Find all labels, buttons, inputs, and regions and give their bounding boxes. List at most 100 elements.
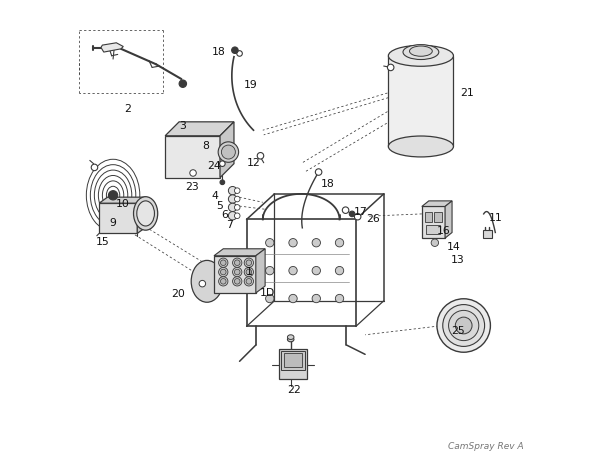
Circle shape [235, 205, 240, 210]
Circle shape [246, 260, 251, 266]
Text: 23: 23 [185, 182, 199, 192]
Text: 1: 1 [245, 267, 252, 277]
Text: 8: 8 [203, 141, 209, 152]
Bar [281, 351, 305, 370]
Circle shape [233, 277, 242, 286]
Polygon shape [422, 201, 452, 206]
Circle shape [237, 51, 242, 56]
Ellipse shape [410, 46, 432, 56]
Ellipse shape [403, 45, 439, 60]
Text: 17: 17 [353, 206, 367, 217]
Polygon shape [279, 349, 307, 379]
Polygon shape [137, 197, 146, 233]
Ellipse shape [437, 299, 490, 352]
Text: 4: 4 [212, 191, 219, 201]
Circle shape [431, 239, 439, 246]
Circle shape [335, 239, 344, 247]
Circle shape [232, 47, 238, 53]
Circle shape [289, 266, 297, 275]
Text: 3: 3 [179, 120, 186, 131]
Circle shape [312, 239, 320, 247]
Polygon shape [101, 43, 123, 52]
Circle shape [257, 153, 264, 159]
Bar [427, 225, 440, 234]
Bar [434, 212, 442, 222]
Circle shape [235, 213, 240, 219]
Text: 25: 25 [451, 326, 465, 336]
Circle shape [312, 294, 320, 303]
Text: 18: 18 [212, 47, 226, 57]
Polygon shape [220, 122, 234, 178]
Circle shape [220, 180, 224, 185]
Circle shape [349, 211, 355, 217]
Text: 19: 19 [244, 80, 257, 90]
Ellipse shape [287, 337, 294, 342]
Circle shape [199, 280, 206, 287]
Text: CamSpray Rev A: CamSpray Rev A [448, 442, 523, 451]
Circle shape [229, 195, 237, 203]
Circle shape [266, 239, 274, 247]
Text: 9: 9 [110, 218, 116, 228]
Text: 26: 26 [367, 213, 380, 224]
Circle shape [218, 267, 228, 277]
Circle shape [218, 277, 228, 286]
Circle shape [235, 269, 240, 275]
Circle shape [289, 239, 297, 247]
Circle shape [244, 258, 254, 267]
Polygon shape [214, 256, 256, 293]
Bar [425, 212, 432, 222]
Text: 16: 16 [436, 226, 450, 236]
Circle shape [289, 294, 297, 303]
Polygon shape [165, 136, 220, 178]
Circle shape [233, 258, 242, 267]
Text: 11: 11 [488, 213, 502, 223]
Circle shape [235, 279, 240, 284]
Circle shape [343, 207, 349, 213]
Text: 7: 7 [226, 219, 233, 230]
Circle shape [235, 196, 240, 202]
Polygon shape [99, 197, 146, 203]
Ellipse shape [388, 136, 454, 157]
Ellipse shape [191, 260, 223, 302]
Circle shape [335, 266, 344, 275]
Circle shape [266, 294, 274, 303]
Text: 24: 24 [207, 161, 221, 171]
Circle shape [235, 188, 240, 193]
Text: 21: 21 [461, 88, 474, 98]
Circle shape [246, 269, 251, 275]
Circle shape [246, 279, 251, 284]
Circle shape [229, 203, 237, 212]
Circle shape [221, 145, 235, 159]
Circle shape [388, 64, 394, 71]
Circle shape [266, 266, 274, 275]
Text: 13: 13 [451, 255, 465, 266]
Polygon shape [165, 122, 234, 136]
Text: 18: 18 [321, 179, 335, 189]
Circle shape [244, 277, 254, 286]
Text: 1D: 1D [260, 288, 275, 298]
Circle shape [179, 80, 187, 87]
Circle shape [229, 212, 237, 220]
Circle shape [91, 164, 98, 171]
Text: 20: 20 [171, 289, 185, 299]
Circle shape [316, 169, 322, 175]
Polygon shape [214, 249, 265, 256]
Ellipse shape [134, 197, 158, 230]
Text: 22: 22 [287, 385, 301, 395]
Text: 14: 14 [446, 242, 460, 252]
Polygon shape [483, 230, 491, 238]
Text: 15: 15 [95, 237, 109, 247]
Circle shape [312, 266, 320, 275]
Circle shape [109, 191, 118, 200]
Circle shape [244, 267, 254, 277]
Circle shape [220, 161, 225, 166]
Circle shape [218, 258, 228, 267]
Polygon shape [422, 206, 445, 238]
Circle shape [218, 142, 239, 162]
Bar [284, 353, 302, 367]
Circle shape [220, 269, 226, 275]
Circle shape [190, 170, 196, 176]
Circle shape [220, 260, 226, 266]
Polygon shape [99, 203, 137, 233]
Ellipse shape [449, 311, 479, 340]
